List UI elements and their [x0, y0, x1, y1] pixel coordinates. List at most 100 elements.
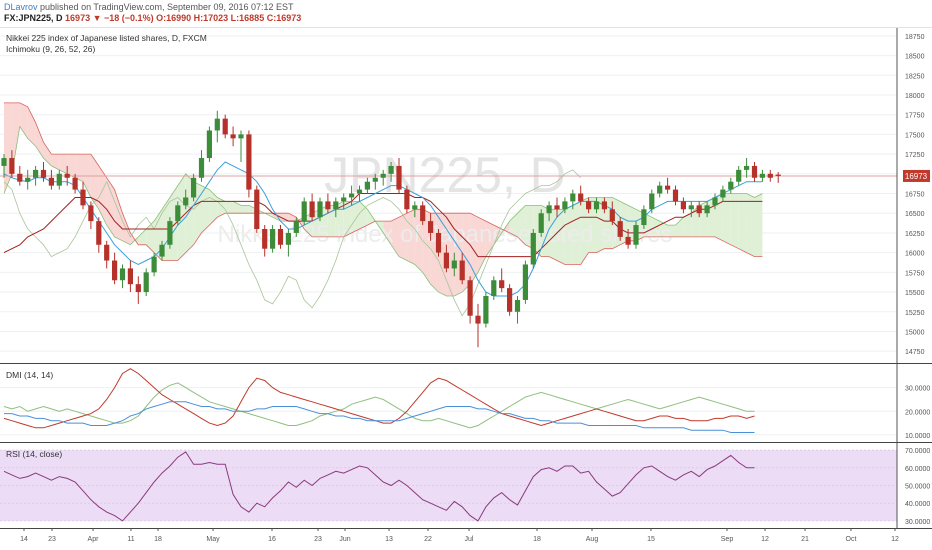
- cloud-segment: [715, 193, 723, 241]
- time-tick-label: 18: [533, 536, 541, 543]
- cloud-segment: [335, 201, 344, 237]
- time-tick-label: 13: [385, 536, 393, 543]
- price-tick-label: 15750: [905, 270, 925, 277]
- candle-body: [380, 173, 386, 178]
- cloud-segment: [722, 193, 731, 245]
- candle-body: [443, 252, 449, 269]
- price-tick-label: 16000: [905, 251, 925, 258]
- candle-body: [499, 280, 505, 289]
- time-tick-label: 15: [647, 536, 655, 543]
- candle-body: [364, 181, 370, 190]
- cloud-segment: [241, 205, 249, 214]
- dmi-legend[interactable]: DMI (14, 14): [6, 370, 54, 380]
- cloud-segment: [659, 221, 668, 237]
- cloud-segment: [730, 193, 739, 249]
- candle-body: [459, 260, 465, 281]
- candle-body: [696, 205, 702, 214]
- candle-body: [720, 189, 726, 198]
- candle-body: [420, 205, 426, 222]
- time-tick-label: Aug: [586, 536, 599, 543]
- lagging-span-line: [3, 169, 581, 317]
- cloud-segment: [572, 201, 581, 265]
- dmi-lines: [3, 368, 755, 433]
- cloud-segment: [588, 197, 597, 253]
- high-value: H:17023: [193, 13, 229, 23]
- down-arrow-icon: ▼: [92, 13, 102, 23]
- price-tick-label: 16250: [905, 231, 925, 238]
- candle-body: [33, 169, 39, 178]
- candle-body: [17, 173, 23, 182]
- dmi-tick-label: 20.0000: [905, 409, 930, 416]
- cloud-segment: [414, 209, 423, 273]
- candle-body: [112, 260, 118, 281]
- candle-body: [277, 229, 284, 245]
- time-tick-label: 18: [154, 536, 162, 543]
- candle-body: [72, 177, 78, 190]
- price-tick-label: 18000: [905, 93, 925, 100]
- cloud-segment: [90, 154, 99, 210]
- candle-body: [736, 169, 742, 182]
- time-tick-label: 12: [891, 536, 899, 543]
- candle-body: [507, 288, 513, 312]
- candle-body: [562, 201, 568, 210]
- rsi-tick-label: 30.0000: [905, 519, 930, 526]
- candle-body: [404, 189, 410, 210]
- cloud-segment: [549, 209, 557, 261]
- candle-body: [214, 118, 220, 131]
- cloud-segment: [138, 229, 147, 245]
- symbol-label: FX:JPN225, D: [4, 13, 63, 23]
- candle-body: [119, 268, 126, 281]
- low-value: L:16885: [230, 13, 265, 23]
- candle-body: [135, 284, 141, 293]
- candle-body: [593, 201, 600, 210]
- cloud-segment: [517, 205, 526, 245]
- time-tick-label: 11: [127, 536, 134, 543]
- candle-body: [601, 201, 607, 210]
- rsi-legend[interactable]: RSI (14, close): [6, 449, 63, 459]
- dmi-line-di: [3, 368, 755, 429]
- dmi-tick-label: 30.0000: [905, 386, 930, 393]
- change-value: −18 (−0.1%): [104, 13, 154, 23]
- candle-body: [293, 221, 299, 233]
- cloud-segment: [272, 213, 281, 222]
- candle-body: [356, 189, 363, 194]
- candle-body: [349, 193, 355, 198]
- candle-body: [625, 236, 631, 245]
- candle-body: [167, 221, 173, 245]
- candle-body: [127, 268, 133, 285]
- cloud-segment: [596, 197, 605, 253]
- candle-body: [570, 193, 576, 202]
- candle-body: [554, 205, 560, 210]
- price-tick-label: 14750: [905, 349, 925, 356]
- candle-body: [657, 185, 663, 194]
- author-link[interactable]: DLavrov: [4, 2, 38, 12]
- candle-body: [633, 225, 639, 245]
- candle-body: [712, 197, 718, 206]
- main-pane-title: Nikkei 225 index of Japanese listed shar…: [6, 33, 207, 43]
- symbol-info: FX:JPN225, D 16973 ▼ −18 (−0.1%) O:16990…: [4, 13, 301, 23]
- candle-body: [341, 197, 347, 202]
- cloud-segment: [399, 213, 407, 261]
- cloud-segment: [114, 189, 123, 241]
- candles: [1, 110, 781, 348]
- candle-body: [285, 232, 291, 245]
- candle-body: [159, 244, 165, 257]
- candle-body: [230, 134, 236, 139]
- time-tick-label: Jul: [465, 536, 474, 543]
- cloud-segment: [280, 213, 289, 222]
- ichimoku-legend[interactable]: Ichimoku (9, 26, 52, 26): [6, 44, 96, 54]
- candle-body: [40, 169, 47, 178]
- candle-body: [56, 173, 62, 186]
- cloud-segment: [217, 197, 226, 218]
- time-tick-label: Jun: [339, 536, 350, 543]
- candle-body: [388, 165, 394, 174]
- price-tick-label: 16750: [905, 192, 925, 199]
- cloud-segment: [106, 177, 115, 237]
- cloud-segment: [43, 142, 52, 166]
- time-tick-label: Apr: [88, 536, 100, 543]
- price-tick-label: 18250: [905, 73, 925, 80]
- cloud-segment: [367, 209, 376, 226]
- candle-body: [759, 173, 765, 178]
- cloud-segment: [359, 201, 368, 229]
